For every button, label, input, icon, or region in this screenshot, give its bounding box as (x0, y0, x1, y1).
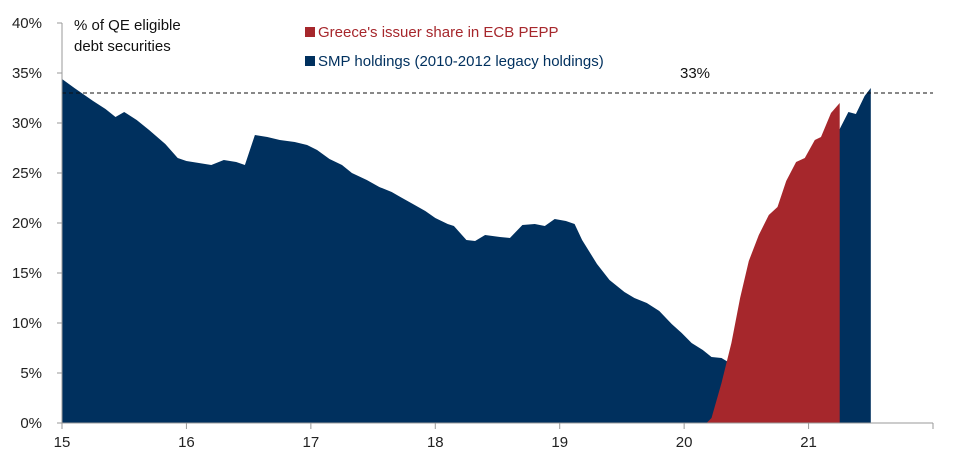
y-tick-label: 25% (12, 165, 42, 182)
x-tick-label: 16 (178, 434, 195, 451)
legend-swatch-pepp (305, 27, 315, 37)
y-tick-label: 20% (12, 215, 42, 232)
x-tick-label: 17 (303, 434, 320, 451)
legend-swatch-smp (305, 56, 315, 66)
y-tick-label: 10% (12, 315, 42, 332)
y-tick-label: 15% (12, 265, 42, 282)
y-tick-label: 35% (12, 65, 42, 82)
x-tick-label: 19 (551, 434, 568, 451)
legend-label-pepp: Greece's issuer share in ECB PEPP (318, 24, 558, 41)
area-series-smp (62, 79, 871, 423)
x-tick-label: 15 (54, 434, 71, 451)
y-tick-label: 30% (12, 115, 42, 132)
plot-areas (62, 79, 871, 423)
y-tick-label: 5% (20, 365, 42, 382)
y-tick-label: 0% (20, 415, 42, 432)
y-axis-label-line-1: % of QE eligible (74, 17, 181, 34)
reference-line-label: 33% (680, 65, 710, 82)
x-tick-label: 20 (676, 434, 693, 451)
legend: Greece's issuer share in ECB PEPP SMP ho… (305, 24, 604, 70)
x-tick-label: 21 (800, 434, 817, 451)
legend-label-smp: SMP holdings (2010-2012 legacy holdings) (318, 53, 604, 70)
y-axis-label-line-2: debt securities (74, 38, 171, 55)
x-tick-label: 18 (427, 434, 444, 451)
area-series-pepp (706, 103, 840, 423)
y-tick-label: 40% (12, 15, 42, 32)
y-axis-ticks: 0% 5% 10% 15% 20% 25% 30% 35% 40% (12, 15, 62, 432)
x-axis-ticks: 15 16 17 18 19 20 21 (54, 423, 934, 451)
